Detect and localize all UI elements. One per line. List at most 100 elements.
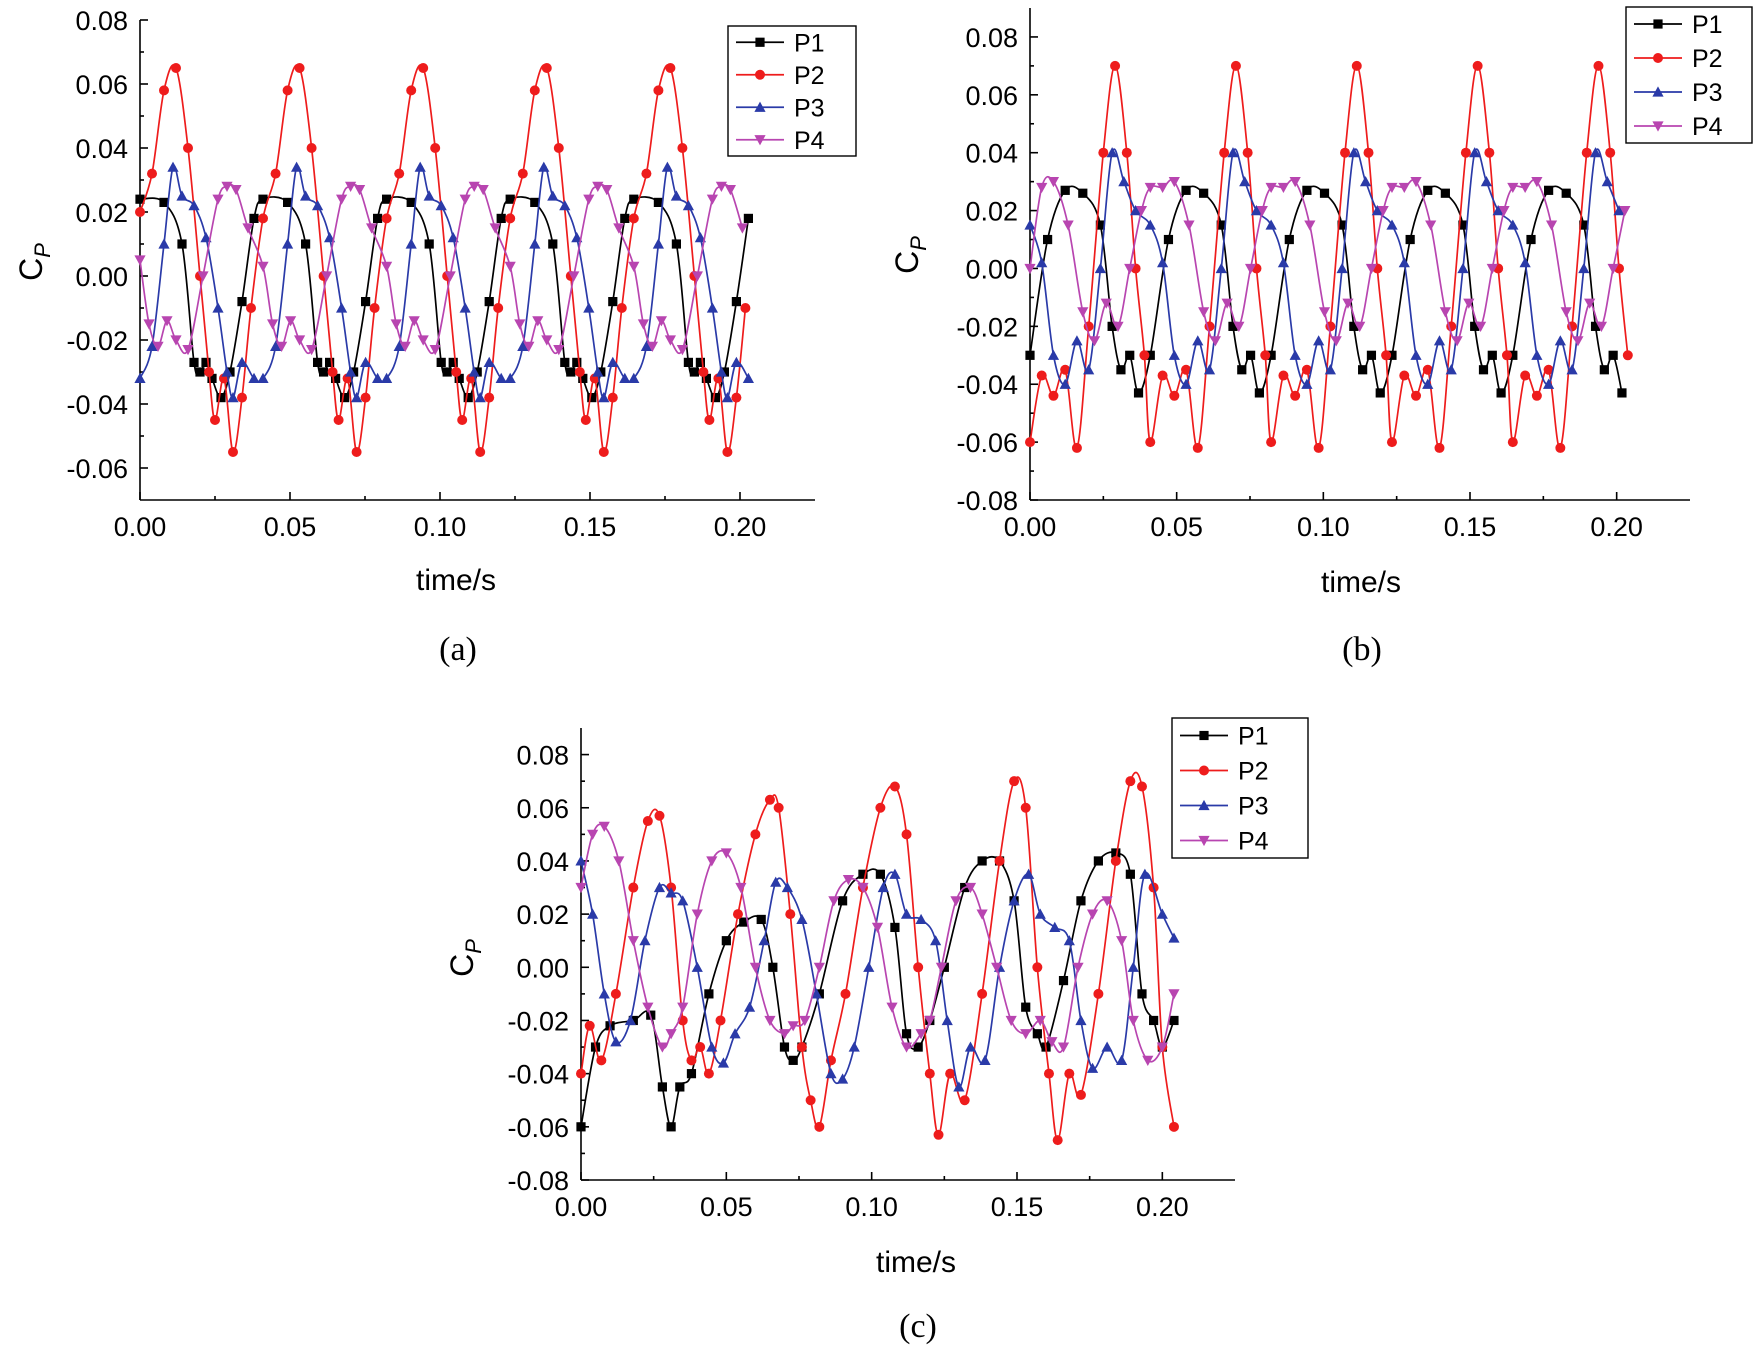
data-point-p3 [837, 1073, 849, 1084]
data-point-p1 [301, 239, 311, 249]
data-point-p4 [1619, 205, 1631, 217]
data-point-p1 [325, 357, 335, 367]
legend-marker-p3 [754, 101, 766, 112]
data-point-p2 [505, 213, 516, 224]
data-point-p2 [653, 85, 664, 96]
data-point-p1 [1237, 365, 1247, 375]
data-point-p2 [875, 802, 886, 813]
data-point-p3 [1049, 921, 1061, 933]
data-point-p2 [805, 1095, 816, 1106]
y-axis-label: CP [889, 236, 931, 274]
data-point-p4 [1209, 336, 1221, 347]
data-point-p2 [1422, 364, 1433, 375]
data-point-p1 [1169, 1015, 1179, 1026]
data-point-p3 [1531, 349, 1543, 360]
legend-label-p3: P3 [1238, 793, 1269, 821]
data-point-p3 [900, 908, 913, 919]
data-point-p1 [177, 239, 187, 249]
data-point-p4 [504, 261, 516, 272]
data-point-p1 [1302, 185, 1312, 195]
x-tick-label: 0.05 [1150, 512, 1203, 542]
x-axis-label: time/s [876, 1246, 956, 1279]
data-point-p2 [1278, 370, 1289, 381]
data-point-p4 [991, 962, 1003, 973]
data-point-p3 [640, 340, 652, 351]
data-point-p2 [1507, 437, 1518, 448]
x-tick-label: 0.15 [1444, 512, 1497, 542]
data-point-p1 [710, 393, 720, 403]
data-point-p3 [1348, 147, 1360, 158]
data-point-p3 [1410, 349, 1422, 360]
data-point-p3 [610, 1036, 622, 1047]
legend: P1 P2 P3 P4 [727, 25, 857, 157]
data-point-p3 [248, 372, 260, 383]
data-point-p4 [813, 962, 825, 973]
data-point-p1 [788, 1055, 798, 1065]
data-point-p2 [1411, 390, 1422, 401]
y-axis-label-sub: P [461, 939, 486, 954]
data-point-p1 [838, 896, 848, 906]
data-point-p2 [703, 1068, 714, 1079]
data-point-p2 [731, 392, 742, 403]
series-line-p3 [139, 165, 750, 399]
y-tick-label: 0.08 [516, 741, 569, 771]
data-point-p2 [333, 415, 344, 425]
data-point-p3 [517, 340, 529, 351]
data-point-p3 [1075, 1014, 1087, 1026]
data-point-p3 [1398, 257, 1410, 268]
data-point-p4 [1135, 205, 1148, 217]
data-point-p1 [1021, 1002, 1031, 1012]
data-point-p4 [306, 345, 318, 356]
data-point-p3 [1469, 147, 1481, 158]
data-point-p1 [756, 914, 766, 925]
data-point-p2 [715, 1015, 726, 1026]
data-point-p4 [1330, 336, 1342, 347]
data-point-p1 [195, 367, 205, 377]
legend-marker-p2 [755, 69, 765, 80]
y-tick-label: 0.06 [965, 81, 1018, 111]
data-point-p4 [598, 821, 610, 832]
data-point-p1 [1125, 350, 1135, 360]
data-point-p4 [170, 335, 182, 346]
data-point-p1 [373, 213, 383, 223]
data-point-p3 [889, 868, 901, 879]
y-tick-label: 0.02 [75, 198, 128, 228]
data-point-p4 [321, 271, 333, 282]
data-point-p4 [1005, 1015, 1017, 1027]
data-point-p4 [477, 185, 489, 196]
data-point-p4 [628, 261, 640, 272]
data-point-p2 [306, 143, 317, 153]
data-point-p4 [1198, 307, 1210, 318]
y-tick-label: 0.04 [75, 134, 128, 164]
data-point-p2 [541, 63, 552, 73]
data-point-p3 [1519, 257, 1531, 268]
data-point-p1 [1366, 350, 1377, 360]
data-point-p1 [701, 373, 711, 383]
data-point-p1 [436, 357, 446, 367]
y-tick-label: 0.06 [75, 70, 128, 100]
data-point-p1 [1405, 234, 1415, 245]
data-point-p4 [276, 341, 288, 352]
data-point-p3 [1492, 204, 1504, 216]
data-point-p4 [665, 1029, 677, 1040]
data-point-p2 [237, 392, 247, 403]
data-point-p3 [1324, 364, 1336, 375]
data-point-p3 [691, 961, 703, 972]
data-point-p2 [228, 447, 238, 457]
legend-label-p1: P1 [1692, 11, 1723, 39]
data-point-p2 [913, 962, 924, 973]
data-point-p1 [1561, 188, 1571, 198]
data-point-p3 [176, 190, 188, 201]
data-point-p4 [950, 896, 962, 907]
data-point-p2 [977, 988, 988, 999]
data-point-p3 [1336, 262, 1348, 274]
data-point-p2 [1181, 364, 1192, 375]
chart-panel-b: 0.08 0.06 0.04 0.02 0.00 -0.02 -0.04 -0.06 -0.08… [889, 6, 1753, 668]
x-tick-label: 0.20 [714, 512, 767, 542]
data-point-p4 [1519, 182, 1531, 194]
data-point-p1 [1349, 321, 1359, 331]
data-point-p2 [1145, 437, 1156, 448]
data-point-p4 [691, 909, 703, 920]
data-point-p2 [430, 143, 441, 153]
data-point-p4 [749, 962, 761, 973]
